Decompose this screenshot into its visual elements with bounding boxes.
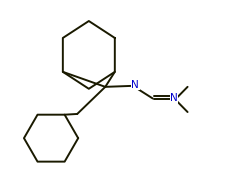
- Text: N: N: [131, 80, 138, 90]
- Text: N: N: [169, 93, 177, 104]
